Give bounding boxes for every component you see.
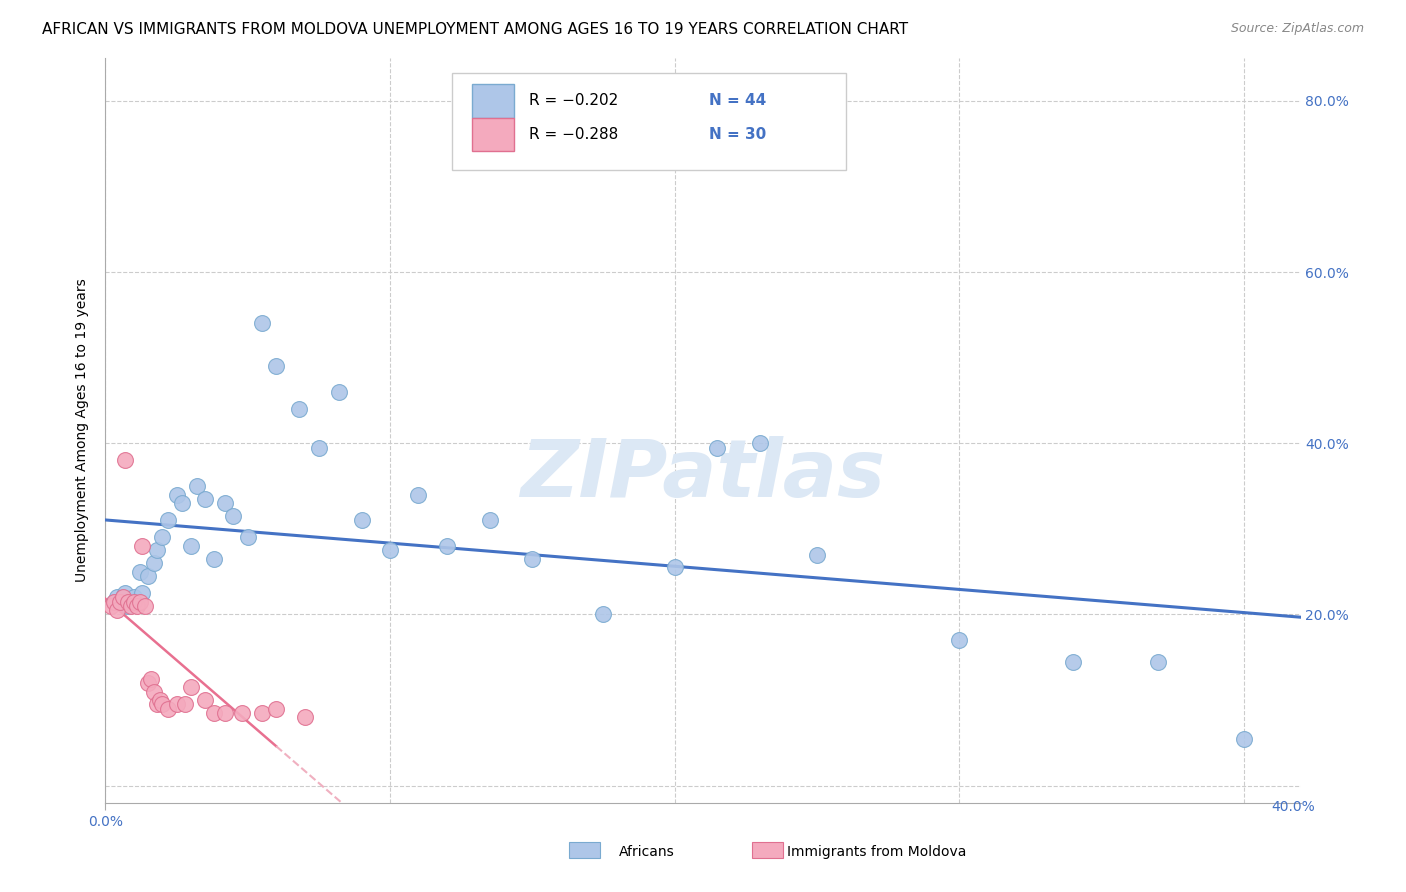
Point [120,594,142,608]
Point [174,698,197,712]
Point [664,560,686,574]
Point [172,496,194,510]
Text: R = −0.202: R = −0.202 [529,94,617,108]
Text: AFRICAN VS IMMIGRANTS FROM MOLDOVA UNEMPLOYMENT AMONG AGES 16 TO 19 YEARS CORREL: AFRICAN VS IMMIGRANTS FROM MOLDOVA UNEMP… [42,22,908,37]
Point [308,441,330,455]
Point [114,586,136,600]
Point [111,591,134,605]
Bar [569,842,600,858]
Bar [752,842,783,858]
Text: R = −0.288: R = −0.288 [529,127,617,142]
Point [288,402,311,417]
Point [105,591,128,605]
Point [122,591,145,605]
Point [150,698,173,712]
Point [214,706,236,720]
Point [1233,731,1256,746]
Point [194,491,217,506]
Point [128,565,150,579]
Point [236,530,259,544]
Text: N = 44: N = 44 [709,94,766,108]
Point [180,680,202,694]
Point [100,599,122,613]
Point [117,594,139,608]
Point [180,539,202,553]
Point [131,586,153,600]
Point [948,633,970,648]
Point [108,594,131,608]
Point [194,693,217,707]
Point [250,706,273,720]
Point [103,594,125,608]
Point [166,698,188,712]
Point [231,706,253,720]
Point [150,530,173,544]
Point [148,693,170,707]
Point [145,543,167,558]
Text: N = 30: N = 30 [709,127,766,142]
Point [214,496,236,510]
Point [125,599,148,613]
Point [592,607,614,622]
Point [111,591,134,605]
Text: Africans: Africans [619,845,675,859]
Point [408,487,430,501]
FancyBboxPatch shape [451,73,846,169]
Point [136,676,159,690]
Point [157,701,180,715]
Point [139,672,162,686]
Point [105,603,128,617]
Point [142,556,165,570]
Point [142,684,165,698]
Point [157,513,180,527]
Point [706,441,728,455]
Text: Immigrants from Moldova: Immigrants from Moldova [787,845,967,859]
Point [136,569,159,583]
Point [202,551,225,566]
Point [166,487,188,501]
Bar [472,118,515,151]
Point [134,599,156,613]
Point [145,698,167,712]
Point [186,479,208,493]
Point [294,710,316,724]
Point [108,594,131,608]
Point [378,543,401,558]
Point [436,539,458,553]
Point [748,436,770,450]
Point [1062,655,1084,669]
Point [103,594,125,608]
Point [1147,655,1170,669]
Point [114,453,136,467]
Point [117,599,139,613]
Text: Source: ZipAtlas.com: Source: ZipAtlas.com [1230,22,1364,36]
Point [264,359,287,374]
Text: ZIPatlas: ZIPatlas [520,436,886,514]
Point [122,594,145,608]
Point [264,701,287,715]
Point [522,551,544,566]
Text: 40.0%: 40.0% [1271,800,1315,814]
Bar [472,84,515,118]
Point [202,706,225,720]
Point [328,384,350,399]
Point [128,594,150,608]
Y-axis label: Unemployment Among Ages 16 to 19 years: Unemployment Among Ages 16 to 19 years [76,278,90,582]
Point [250,317,273,331]
Point [131,539,153,553]
Point [120,599,142,613]
Point [222,508,245,523]
Point [350,513,373,527]
Point [806,548,828,562]
Point [478,513,501,527]
